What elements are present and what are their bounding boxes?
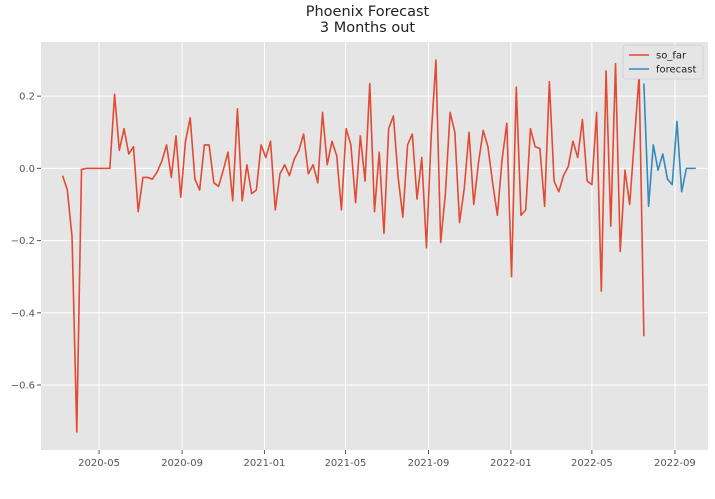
grid-lines <box>41 42 708 450</box>
series-line-so-far <box>61 59 645 433</box>
y-tick-label: 0.2 <box>19 92 35 103</box>
x-tick-label: 2021-01 <box>244 458 286 469</box>
chart-subtitle: 3 Months out <box>319 20 416 36</box>
x-tick-label: 2021-05 <box>325 458 367 469</box>
x-tick-label: 2022-05 <box>571 458 613 469</box>
y-tick-label: −0.4 <box>11 308 35 319</box>
legend: so_far forecast <box>622 44 704 80</box>
legend-box <box>622 44 704 80</box>
y-tick-label: −0.6 <box>11 381 35 392</box>
legend-label: so_far <box>656 51 687 62</box>
series-line-forecast <box>643 83 696 208</box>
x-tick-label: 2020-05 <box>78 458 120 469</box>
x-axis: 2020-05 2020-09 2021-01 2021-05 2021-09 2022-… <box>78 450 696 469</box>
y-tick-label: 0.0 <box>19 164 35 175</box>
x-tick-label: 2022-09 <box>654 458 696 469</box>
x-tick-label: 2022-01 <box>490 458 532 469</box>
series-lines <box>61 59 696 433</box>
y-axis: 0.2 0.0 −0.2 −0.4 −0.6 <box>11 92 41 392</box>
plot-area <box>41 42 708 450</box>
y-tick-label: −0.2 <box>11 236 35 247</box>
x-tick-label: 2020-09 <box>161 458 203 469</box>
chart-title: Phoenix Forecast <box>305 4 430 20</box>
x-tick-label: 2021-09 <box>408 458 450 469</box>
legend-label: forecast <box>656 65 697 76</box>
